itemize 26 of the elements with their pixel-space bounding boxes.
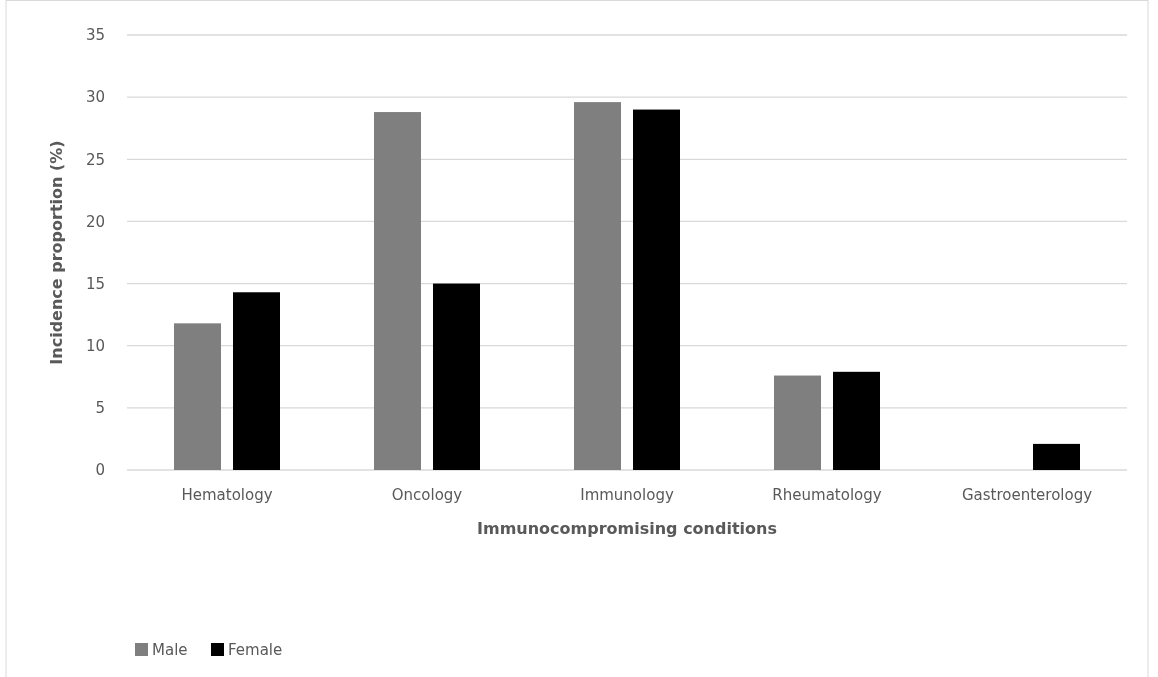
x-tick-label: Gastroenterology bbox=[961, 486, 1093, 504]
bar bbox=[174, 323, 221, 470]
y-tick-label: 15 bbox=[85, 274, 105, 293]
x-axis-title: Immunocompromising conditions bbox=[477, 519, 777, 538]
x-tick-label: Immunology bbox=[580, 486, 674, 504]
bar bbox=[374, 112, 421, 470]
y-axis-title: Incidence proportion (%) bbox=[47, 140, 66, 365]
bar bbox=[233, 292, 280, 470]
y-tick-label: 5 bbox=[95, 399, 105, 418]
x-tick-label: Hematology bbox=[181, 486, 273, 504]
y-tick-label: 10 bbox=[85, 336, 105, 355]
y-tick-label: 30 bbox=[85, 88, 105, 107]
bar bbox=[1033, 443, 1080, 470]
bar bbox=[633, 109, 680, 470]
bar bbox=[833, 371, 880, 470]
legend-label: Male bbox=[152, 641, 188, 660]
y-tick-label: 35 bbox=[85, 26, 105, 45]
x-tick-label: Oncology bbox=[391, 486, 463, 504]
y-tick-label: 25 bbox=[85, 150, 105, 169]
bar bbox=[433, 283, 480, 470]
y-tick-label: 20 bbox=[85, 212, 105, 231]
y-tick-label: 0 bbox=[95, 461, 105, 480]
bar bbox=[774, 375, 821, 470]
bar bbox=[574, 102, 621, 470]
x-tick-label: Rheumatology bbox=[772, 486, 882, 504]
legend-label: Female bbox=[228, 641, 283, 660]
